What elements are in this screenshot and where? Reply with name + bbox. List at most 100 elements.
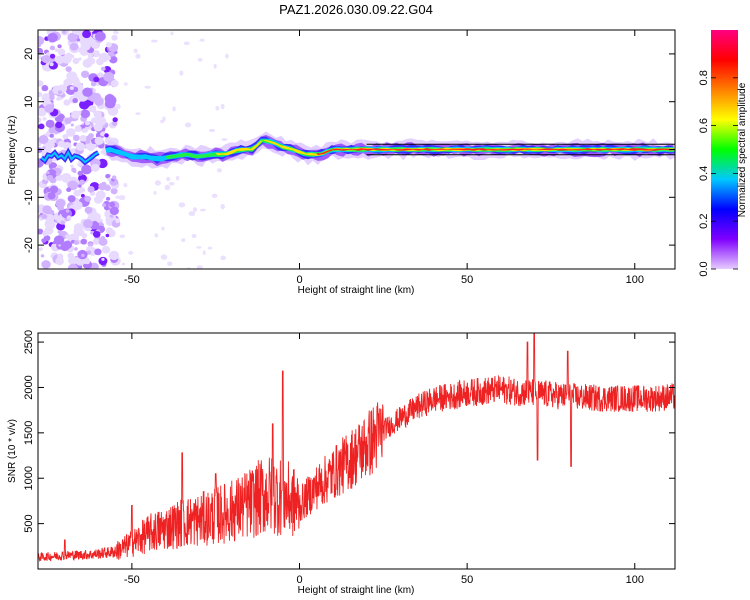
spectrogram-y-axis-title: Frequency (Hz) bbox=[7, 116, 18, 185]
noise-blob bbox=[62, 30, 67, 35]
noise-blob bbox=[38, 247, 43, 251]
noise-blob bbox=[63, 99, 71, 106]
noise-blob bbox=[92, 50, 101, 58]
noise-blob bbox=[87, 186, 95, 193]
noise-blob bbox=[53, 240, 57, 245]
noise-blob bbox=[67, 263, 79, 269]
noise-blob bbox=[62, 240, 73, 250]
noise-blob bbox=[55, 174, 63, 181]
noise-blob bbox=[77, 170, 84, 176]
noise-blob bbox=[160, 119, 164, 124]
y-tick-label: 0 bbox=[23, 146, 35, 152]
y-tick-label: 1500 bbox=[23, 421, 35, 445]
noise-blob bbox=[93, 76, 100, 83]
noise-blob bbox=[75, 142, 86, 151]
noise-blob bbox=[164, 184, 171, 191]
noise-blob bbox=[42, 230, 49, 237]
noise-blob bbox=[188, 211, 196, 217]
noise-blob bbox=[220, 255, 227, 261]
noise-blob bbox=[101, 245, 111, 254]
noise-blob bbox=[220, 103, 225, 110]
noise-blob bbox=[100, 66, 106, 71]
noise-blob bbox=[118, 195, 126, 201]
spectrogram-x-axis-title: Height of straight line (km) bbox=[298, 285, 415, 296]
noise-blob bbox=[161, 226, 165, 231]
noise-blob bbox=[54, 48, 59, 52]
snr-panel: -50 0 50 100 500 1000 1500 2000 2500 Height of … bbox=[7, 330, 676, 596]
noise-blob bbox=[38, 147, 43, 153]
noise-blob bbox=[115, 218, 121, 224]
noise-blob bbox=[98, 52, 110, 63]
noise-blob bbox=[105, 216, 113, 223]
noise-blob bbox=[123, 82, 128, 86]
noise-blob bbox=[43, 235, 51, 242]
noise-blob bbox=[46, 171, 50, 175]
noise-blob bbox=[73, 227, 83, 236]
noise-blob bbox=[111, 121, 118, 127]
noise-blob bbox=[208, 128, 216, 133]
noise-blob bbox=[211, 193, 218, 199]
y-tick-label: 10 bbox=[23, 96, 35, 108]
noise-blob bbox=[90, 81, 97, 87]
noise-blob bbox=[38, 47, 44, 55]
noise-blob bbox=[49, 95, 55, 101]
noise-blob bbox=[60, 220, 65, 225]
noise-blob bbox=[57, 90, 63, 95]
noise-blob bbox=[71, 167, 77, 173]
noise-blob bbox=[76, 38, 81, 42]
noise-blob bbox=[38, 36, 45, 46]
colorbar-tick-label: 0.4 bbox=[698, 166, 710, 181]
noise-blob bbox=[55, 172, 60, 176]
noise-blob bbox=[72, 57, 80, 65]
noise-blob bbox=[196, 246, 202, 249]
noise-blob bbox=[100, 235, 106, 241]
noise-blob bbox=[84, 257, 90, 262]
noise-blob bbox=[42, 150, 48, 155]
noise-blob bbox=[74, 125, 82, 132]
noise-blob bbox=[49, 62, 54, 67]
noise-blob bbox=[69, 42, 79, 51]
colorbar-gradient bbox=[711, 30, 738, 269]
x-tick-label: 0 bbox=[296, 274, 302, 286]
ridge-early-core bbox=[40, 150, 99, 164]
noise-blob bbox=[207, 246, 213, 250]
noise-blob bbox=[46, 174, 54, 181]
noise-blob bbox=[42, 117, 47, 121]
snr-y-axis-title: SNR (10 * v/v) bbox=[7, 419, 18, 483]
noise-blob bbox=[166, 176, 171, 182]
x-tick-label: 0 bbox=[296, 574, 302, 586]
noise-blob bbox=[69, 86, 74, 90]
noise-blob bbox=[62, 133, 69, 140]
noise-blob bbox=[74, 247, 78, 251]
noise-blob bbox=[64, 117, 72, 125]
noise-blob bbox=[45, 119, 55, 128]
noise-blob bbox=[123, 182, 128, 188]
noise-blob bbox=[144, 85, 151, 89]
noise-blob bbox=[110, 187, 118, 195]
noise-blob bbox=[105, 173, 111, 179]
noise-blob bbox=[84, 206, 93, 214]
noise-blob bbox=[65, 66, 72, 73]
noise-blob bbox=[46, 140, 55, 149]
noise-blob bbox=[83, 219, 93, 229]
noise-blob bbox=[97, 72, 101, 77]
noise-blob bbox=[81, 164, 92, 175]
noise-blob bbox=[69, 130, 74, 134]
noise-blob bbox=[72, 98, 79, 104]
noise-blob bbox=[55, 121, 63, 129]
noise-blob bbox=[170, 31, 174, 36]
noise-blob bbox=[183, 41, 190, 46]
noise-blob bbox=[108, 253, 114, 259]
noise-blob bbox=[107, 177, 112, 182]
noise-blob bbox=[82, 87, 93, 97]
noise-blob bbox=[65, 209, 70, 213]
chart-title: PAZ1.2026.030.09.22.G04 bbox=[279, 2, 433, 17]
noise-blob bbox=[61, 54, 72, 64]
noise-blob bbox=[191, 234, 197, 239]
noise-blob bbox=[56, 97, 61, 101]
noise-blob bbox=[57, 253, 64, 259]
noise-blob bbox=[221, 138, 228, 141]
x-tick-label: -50 bbox=[124, 274, 140, 286]
noise-blob bbox=[72, 134, 80, 142]
spectrogram-y-ticks: -20 -10 0 10 20 bbox=[23, 48, 675, 253]
